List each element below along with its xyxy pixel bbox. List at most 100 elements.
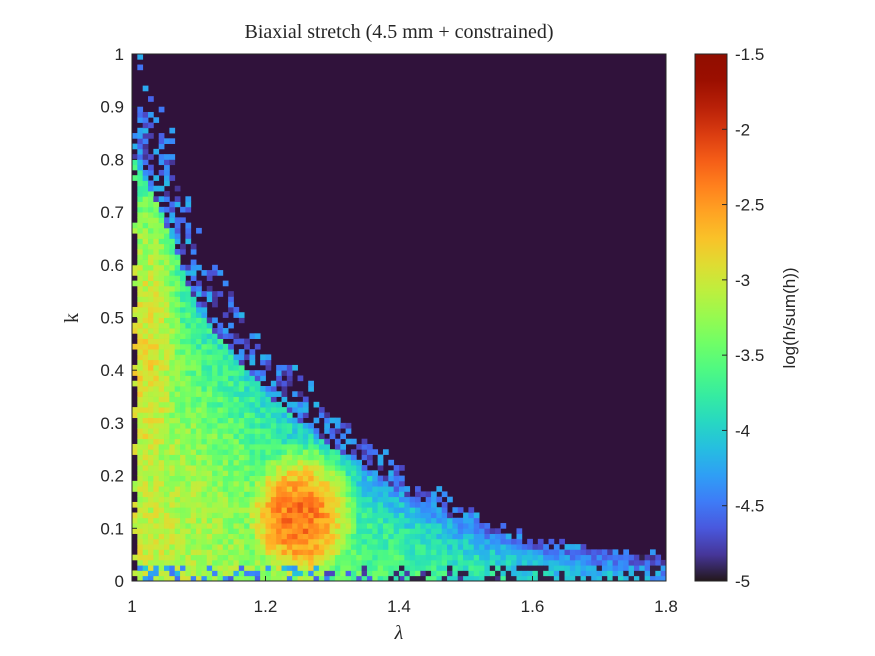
heatmap-cell <box>452 549 459 556</box>
heatmap-cell <box>206 575 213 582</box>
heatmap-cell <box>276 401 282 408</box>
heatmap-cell <box>420 549 427 556</box>
heatmap-cell <box>233 312 240 318</box>
heatmap-cell <box>292 559 298 566</box>
heatmap-cell <box>345 501 352 508</box>
heatmap-cell <box>260 465 266 471</box>
heatmap-cell <box>196 407 202 413</box>
heatmap-cell <box>142 565 149 571</box>
heatmap-cell <box>281 528 288 534</box>
heatmap-cell <box>457 559 464 566</box>
heatmap-cell <box>148 459 154 466</box>
heatmap-cell <box>447 538 453 545</box>
heatmap-cell <box>415 491 421 498</box>
heatmap-cell <box>212 475 218 482</box>
heatmap-cell <box>137 486 144 492</box>
heatmap-cell <box>174 370 181 376</box>
heatmap-cell <box>174 254 181 260</box>
heatmap-cell <box>270 507 277 513</box>
heatmap-cell <box>569 559 576 566</box>
heatmap-cell <box>409 501 416 508</box>
heatmap-cell <box>217 338 224 345</box>
heatmap-cell <box>260 486 266 492</box>
heatmap-cell <box>142 333 149 339</box>
colorbar-tick-label: -2.5 <box>735 196 764 215</box>
heatmap-cell <box>137 475 144 482</box>
heatmap-cell <box>190 296 197 303</box>
heatmap-cell <box>415 486 421 492</box>
heatmap-cell <box>201 554 208 561</box>
heatmap-cell <box>495 549 501 556</box>
heatmap-cell <box>281 549 288 556</box>
heatmap-cell <box>313 575 320 582</box>
heatmap-cell <box>153 222 160 229</box>
heatmap-cell <box>137 354 144 361</box>
heatmap-cell <box>297 465 304 471</box>
heatmap-cell <box>185 507 192 513</box>
heatmap-cell <box>350 465 357 471</box>
heatmap-cell <box>329 454 336 461</box>
colorbar-tick-label: -3 <box>735 271 750 290</box>
heatmap-cell <box>206 538 213 545</box>
heatmap-cell <box>292 575 298 582</box>
heatmap-cell <box>148 386 154 392</box>
heatmap-cell <box>425 517 432 524</box>
heatmap-cell <box>388 559 395 566</box>
heatmap-cell <box>244 501 250 508</box>
heatmap-cell <box>265 480 272 487</box>
heatmap-cell <box>201 549 208 556</box>
heatmap-cell <box>415 507 421 513</box>
heatmap-cell <box>452 575 459 582</box>
heatmap-cell <box>318 454 325 461</box>
heatmap-cell <box>377 559 384 566</box>
heatmap-cell <box>190 438 197 445</box>
heatmap-cell <box>180 280 186 287</box>
heatmap-cell <box>137 254 144 260</box>
heatmap-cell <box>308 480 314 487</box>
heatmap-cell <box>254 449 261 455</box>
heatmap-cell <box>190 333 197 339</box>
heatmap-cell <box>238 312 245 318</box>
heatmap-cell <box>153 501 160 508</box>
heatmap-cell <box>249 407 256 413</box>
heatmap-cell <box>463 575 469 582</box>
heatmap-cell <box>334 459 341 466</box>
heatmap-cell <box>468 575 475 582</box>
heatmap-cell <box>334 475 341 482</box>
heatmap-cell <box>286 507 293 513</box>
heatmap-cell <box>206 417 213 424</box>
heatmap-cell <box>308 533 314 540</box>
heatmap-cell <box>180 391 186 397</box>
heatmap-cell <box>425 528 432 534</box>
heatmap-cell <box>334 496 341 503</box>
heatmap-cell <box>153 470 160 476</box>
heatmap-cell <box>286 570 293 577</box>
heatmap-cell <box>137 243 144 250</box>
heatmap-cell <box>479 570 485 577</box>
heatmap-cell <box>276 449 282 455</box>
heatmap-cell <box>431 491 437 498</box>
heatmap-cell <box>153 417 160 424</box>
heatmap-cell <box>292 449 298 455</box>
heatmap-cell <box>313 565 320 571</box>
heatmap-cell <box>382 570 389 577</box>
heatmap-cell <box>468 554 475 561</box>
heatmap-cell <box>340 475 346 482</box>
heatmap-cell <box>164 459 170 466</box>
heatmap-cell <box>212 575 218 582</box>
heatmap-cell <box>217 449 224 455</box>
heatmap-cell <box>292 428 298 434</box>
heatmap-cell <box>233 496 240 503</box>
heatmap-cell <box>153 328 160 334</box>
heatmap-cell <box>174 401 181 408</box>
heatmap-cell <box>591 575 597 582</box>
heatmap-cell <box>212 496 218 503</box>
heatmap-cell <box>281 380 288 387</box>
heatmap-cell <box>249 359 256 366</box>
heatmap-cell <box>158 312 165 318</box>
heatmap-cell <box>447 570 453 577</box>
heatmap-cell <box>436 496 443 503</box>
heatmap-cell <box>233 491 240 498</box>
heatmap-cell <box>132 175 138 181</box>
